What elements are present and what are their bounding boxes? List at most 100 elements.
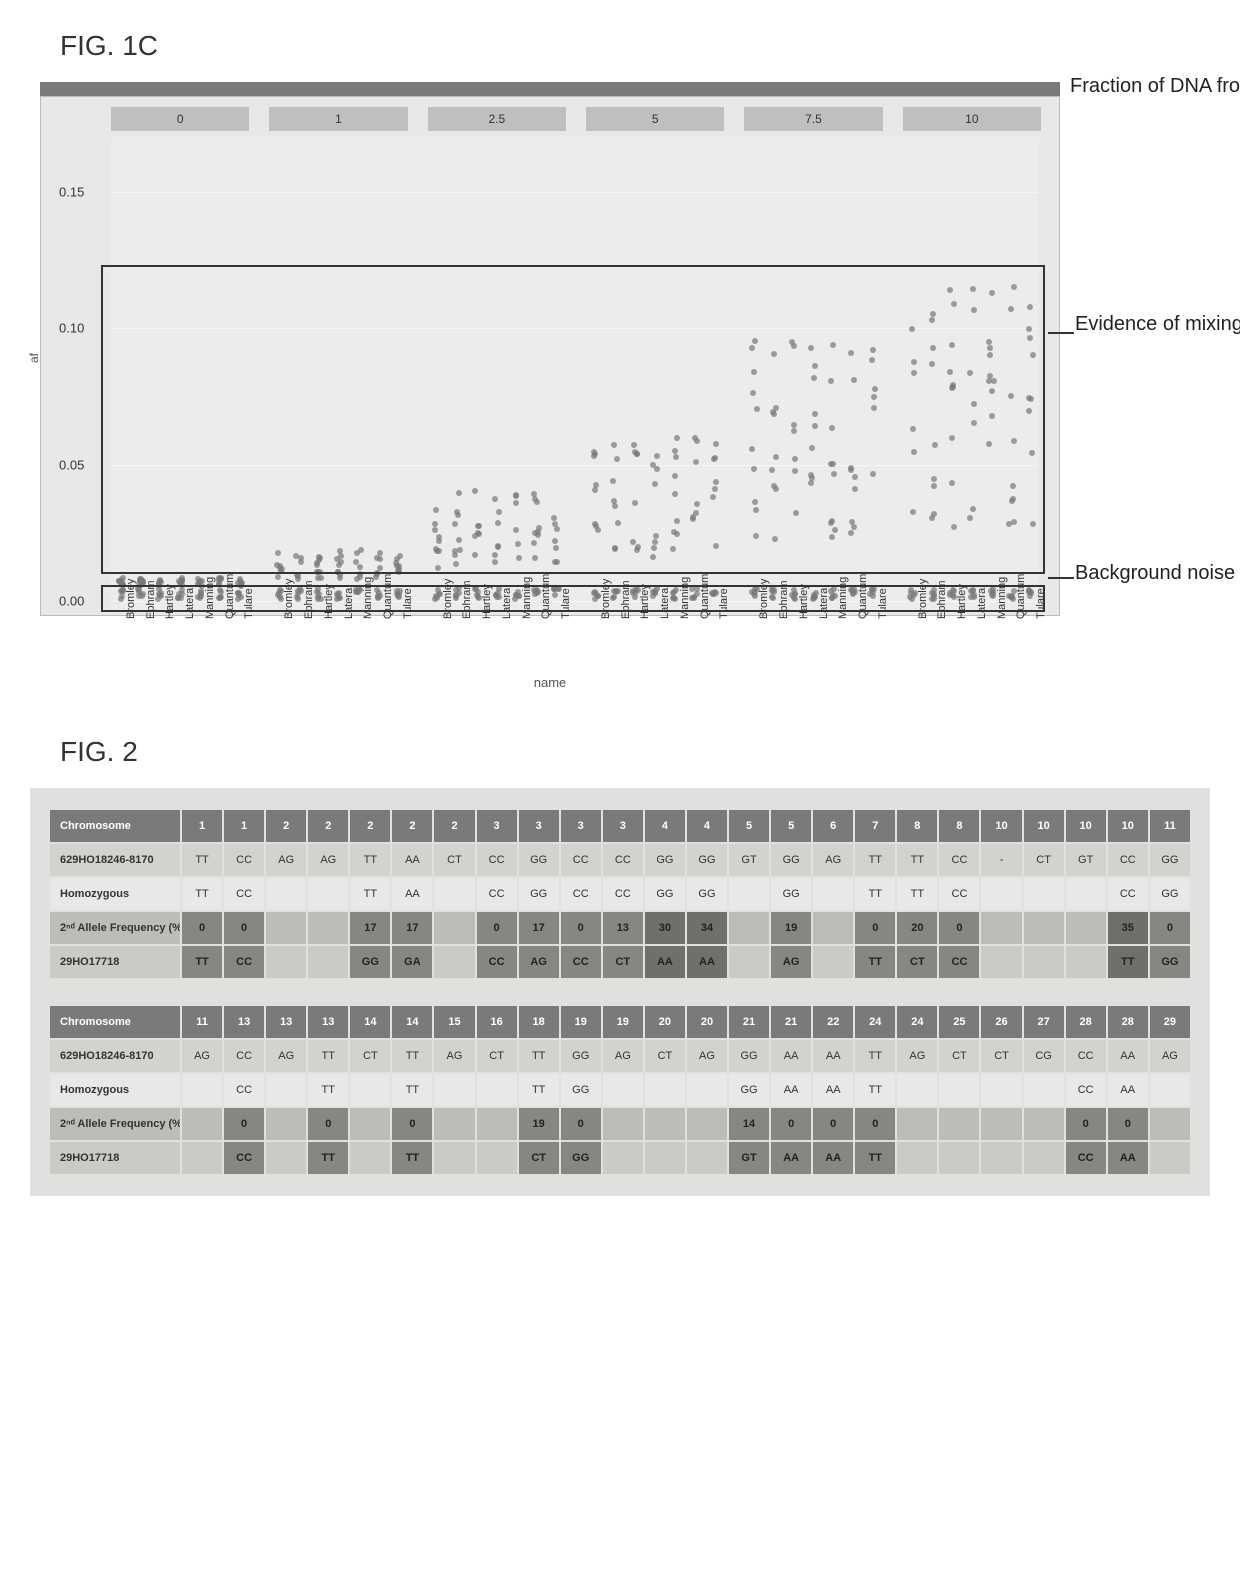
cell	[897, 1108, 937, 1140]
cell	[939, 1108, 979, 1140]
data-point	[551, 586, 557, 592]
data-point	[808, 345, 814, 351]
row-header: 2ⁿᵈ Allele Frequency (%)	[50, 912, 180, 944]
data-point	[374, 555, 380, 561]
cell: GG	[1150, 844, 1190, 876]
cell: TT	[182, 878, 222, 910]
cell	[981, 1142, 1021, 1174]
data-point	[672, 491, 678, 497]
cell: CC	[477, 946, 517, 978]
data-point	[931, 476, 937, 482]
data-point	[672, 448, 678, 454]
data-point	[970, 286, 976, 292]
anno-mixing-box	[101, 265, 1045, 574]
x-tick: Ephram	[461, 580, 473, 619]
data-point	[177, 580, 183, 586]
col-header: 24	[897, 1006, 937, 1038]
cell: TT	[350, 844, 390, 876]
data-point	[513, 592, 519, 598]
data-point	[532, 496, 538, 502]
data-point	[771, 351, 777, 357]
col-header: 1	[224, 810, 264, 842]
col-header: 3	[519, 810, 559, 842]
cell: 0	[1066, 1108, 1106, 1140]
col-header: 5	[729, 810, 769, 842]
x-axis-label: name	[534, 675, 567, 690]
data-point	[650, 554, 656, 560]
data-point	[433, 546, 439, 552]
col-header: 6	[813, 810, 853, 842]
data-point	[452, 552, 458, 558]
data-point	[531, 540, 537, 546]
data-point	[769, 467, 775, 473]
x-tick: Hartley	[164, 584, 176, 619]
cell: AA	[687, 946, 727, 978]
data-point	[852, 474, 858, 480]
col-header: 10	[1024, 810, 1064, 842]
cell: CT	[477, 1040, 517, 1072]
data-point	[908, 587, 914, 593]
cell: 20	[897, 912, 937, 944]
x-tick: Ephram	[303, 580, 315, 619]
data-point	[772, 536, 778, 542]
cell: CT	[1024, 844, 1064, 876]
cell: CT	[350, 1040, 390, 1072]
data-point	[298, 555, 304, 561]
data-point	[870, 347, 876, 353]
data-point	[432, 521, 438, 527]
cell	[350, 1074, 390, 1106]
cell: TT	[855, 1040, 895, 1072]
data-point	[812, 363, 818, 369]
fig1c-title: FIG. 1C	[60, 30, 1220, 62]
data-point	[949, 435, 955, 441]
x-tick: Manning	[204, 577, 216, 619]
cell: TT	[182, 844, 222, 876]
col-header: 14	[350, 1006, 390, 1038]
data-point	[752, 499, 758, 505]
data-point	[850, 590, 856, 596]
data-point	[495, 544, 501, 550]
fig1c-container: af name 0.000.050.100.150BromleyEphramHa…	[40, 82, 1220, 616]
cell	[434, 1142, 474, 1174]
facet-strip: 10	[903, 107, 1041, 131]
data-point	[754, 406, 760, 412]
data-point	[989, 290, 995, 296]
col-header: 4	[645, 810, 685, 842]
data-point	[513, 500, 519, 506]
data-point	[672, 473, 678, 479]
cell	[687, 1142, 727, 1174]
cell	[266, 912, 306, 944]
x-tick: Bromley	[917, 579, 929, 619]
cell: 0	[855, 1108, 895, 1140]
cell	[729, 878, 769, 910]
cell	[350, 1108, 390, 1140]
data-point	[751, 591, 757, 597]
cell: CC	[224, 878, 264, 910]
cell: TT	[855, 946, 895, 978]
y-tick: 0.00	[59, 594, 84, 609]
data-point	[852, 486, 858, 492]
cell	[182, 1108, 222, 1140]
data-point	[158, 579, 164, 585]
cell	[687, 1108, 727, 1140]
data-point	[492, 552, 498, 558]
cell: CC	[603, 844, 643, 876]
data-point	[650, 462, 656, 468]
data-point	[970, 506, 976, 512]
data-point	[436, 534, 442, 540]
data-point	[674, 435, 680, 441]
cell: CC	[224, 1040, 264, 1072]
data-point	[673, 454, 679, 460]
data-point	[453, 592, 459, 598]
data-point	[771, 411, 777, 417]
data-point	[713, 479, 719, 485]
fig1c-chart: af name 0.000.050.100.150BromleyEphramHa…	[40, 96, 1060, 616]
cell: AG	[687, 1040, 727, 1072]
row-header: Homozygous	[50, 878, 180, 910]
data-point	[632, 449, 638, 455]
data-point	[433, 507, 439, 513]
data-point	[670, 546, 676, 552]
cell	[266, 1142, 306, 1174]
col-header: 2	[350, 810, 390, 842]
col-header: 29	[1150, 1006, 1190, 1038]
